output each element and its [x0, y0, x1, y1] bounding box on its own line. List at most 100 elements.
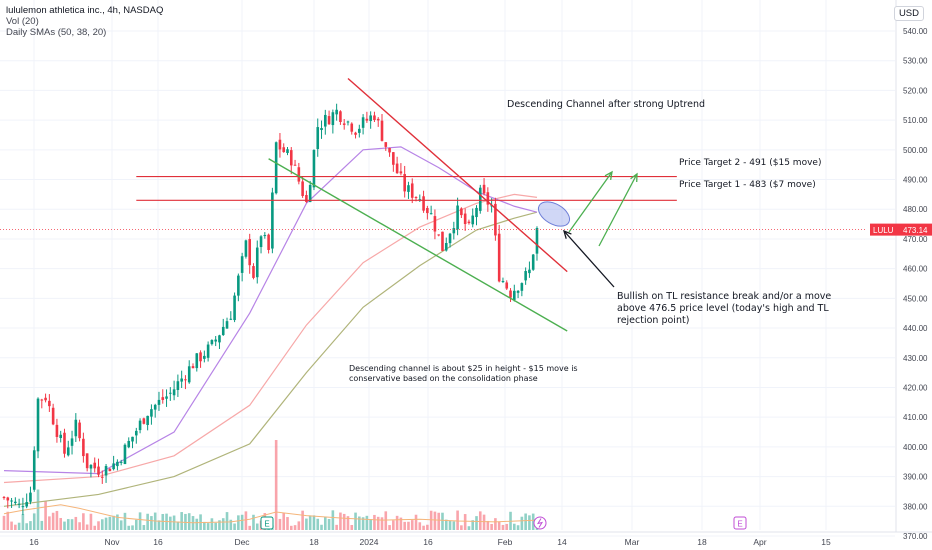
volume-bar	[373, 514, 376, 530]
symbol-title[interactable]: lululemon athletica inc., 4h, NASDAQ	[6, 5, 164, 16]
flash-icon[interactable]	[533, 516, 547, 530]
bullish-pointer-arrow	[563, 229, 615, 288]
candle-body	[97, 466, 100, 475]
volume-bar	[346, 516, 350, 530]
volume-bar	[135, 519, 138, 530]
earnings-marker-2[interactable]: E	[733, 516, 747, 530]
sma-indicator-label[interactable]: Daily SMAs (50, 38, 20)	[6, 27, 107, 38]
volume-bar	[365, 515, 369, 530]
volume-bar	[297, 521, 301, 530]
time-tick-label: 18	[309, 537, 319, 547]
price-tick-label: 470.00	[903, 235, 928, 244]
candle-body	[505, 282, 509, 289]
candle-body	[297, 167, 301, 182]
candle-body	[85, 453, 89, 469]
volume-bar	[97, 521, 100, 530]
candle-body	[312, 150, 316, 188]
volume-bar	[463, 514, 467, 530]
bullish-note-line: Bullish on TL resistance break and/or a …	[617, 291, 831, 302]
candle-body	[403, 174, 406, 192]
candle-body	[418, 199, 422, 201]
bullish-note-line: above 476.5 price level (today's high an…	[617, 303, 829, 314]
candle-body	[342, 123, 346, 125]
volume-bar	[146, 513, 149, 530]
volume-bar	[142, 525, 146, 530]
currency-button[interactable]: USD	[893, 6, 924, 21]
volume-bar	[324, 516, 327, 530]
volume-bar	[6, 511, 10, 530]
volume-bar	[36, 489, 40, 530]
volume-bar	[274, 440, 278, 530]
candle-body	[478, 187, 482, 211]
volume-bar	[418, 522, 422, 530]
volume-bar	[350, 525, 354, 530]
volume-bar	[524, 513, 527, 530]
time-tick-label: Feb	[498, 537, 513, 547]
volume-bar	[116, 514, 119, 530]
candle-body	[112, 463, 115, 470]
candle-body	[225, 321, 229, 329]
volume-bar	[240, 514, 244, 530]
candle-body	[210, 340, 214, 345]
volume-bar	[433, 511, 437, 530]
volume-bar	[369, 519, 372, 530]
volume-bar	[392, 520, 395, 530]
time-axis: 16 Nov 16 Dec 18 2024 16 Feb 14 Mar 18 Apr 15	[0, 531, 932, 547]
volume-bar	[327, 519, 331, 530]
volume-bar	[475, 516, 478, 530]
time-tick-label: Dec	[234, 537, 250, 547]
candle-body	[116, 461, 119, 467]
candle-body	[221, 326, 225, 336]
volume-bar	[501, 524, 505, 530]
volume-bar	[172, 515, 176, 530]
volume-bar	[388, 525, 391, 530]
trend-drawings	[136, 78, 677, 332]
price-tick-label: 480.00	[903, 205, 928, 214]
candle-body	[146, 415, 149, 425]
candle-body	[267, 234, 270, 250]
candle-body	[289, 150, 293, 166]
target-1-arrow-shaft	[598, 173, 638, 247]
volume-bar	[437, 512, 440, 530]
candle-body	[467, 221, 471, 224]
volume-bar	[452, 521, 456, 530]
candle-body	[44, 397, 47, 401]
candle-body	[475, 207, 478, 218]
target-2-arrow	[568, 170, 613, 233]
volume-indicator-label[interactable]: Vol (20)	[6, 16, 39, 27]
breakout-ellipse	[537, 201, 571, 227]
volume-bar	[422, 525, 425, 530]
volume-bar	[176, 521, 180, 530]
volume-bar	[505, 523, 509, 530]
candle-body	[497, 233, 501, 282]
target-2-label: Price Target 2 - 491 ($15 move)	[679, 158, 821, 168]
volume-bar	[100, 519, 104, 530]
volume-bar	[10, 521, 13, 530]
candle-body	[93, 462, 97, 469]
candle-body	[388, 147, 391, 153]
chart-legend: lululemon athletica inc., 4h, NASDAQ Vol…	[6, 5, 163, 38]
earnings-marker-1-box	[260, 516, 274, 530]
volume-bar	[528, 515, 531, 530]
volume-bar	[51, 512, 55, 530]
volume-bar	[85, 524, 89, 530]
candle-body	[138, 420, 142, 431]
candle-body	[206, 344, 210, 358]
volume-bar	[66, 519, 70, 530]
volume-bar	[48, 516, 51, 530]
volume-bar	[448, 520, 452, 530]
candle-body	[460, 208, 463, 216]
volume-bar	[70, 519, 74, 530]
volume-bar	[187, 513, 191, 530]
volume-bar	[456, 510, 459, 530]
annotations: Descending Channel after strong Uptrend P…	[260, 99, 831, 530]
earnings-marker-1[interactable]: E	[260, 516, 274, 530]
volume-bar	[14, 524, 17, 530]
candle-body	[384, 142, 388, 147]
lower-channel-line	[268, 158, 568, 332]
volume-bar	[89, 513, 93, 530]
candle-body	[369, 115, 372, 122]
candle-body	[180, 378, 183, 382]
volume-bar	[339, 512, 342, 530]
